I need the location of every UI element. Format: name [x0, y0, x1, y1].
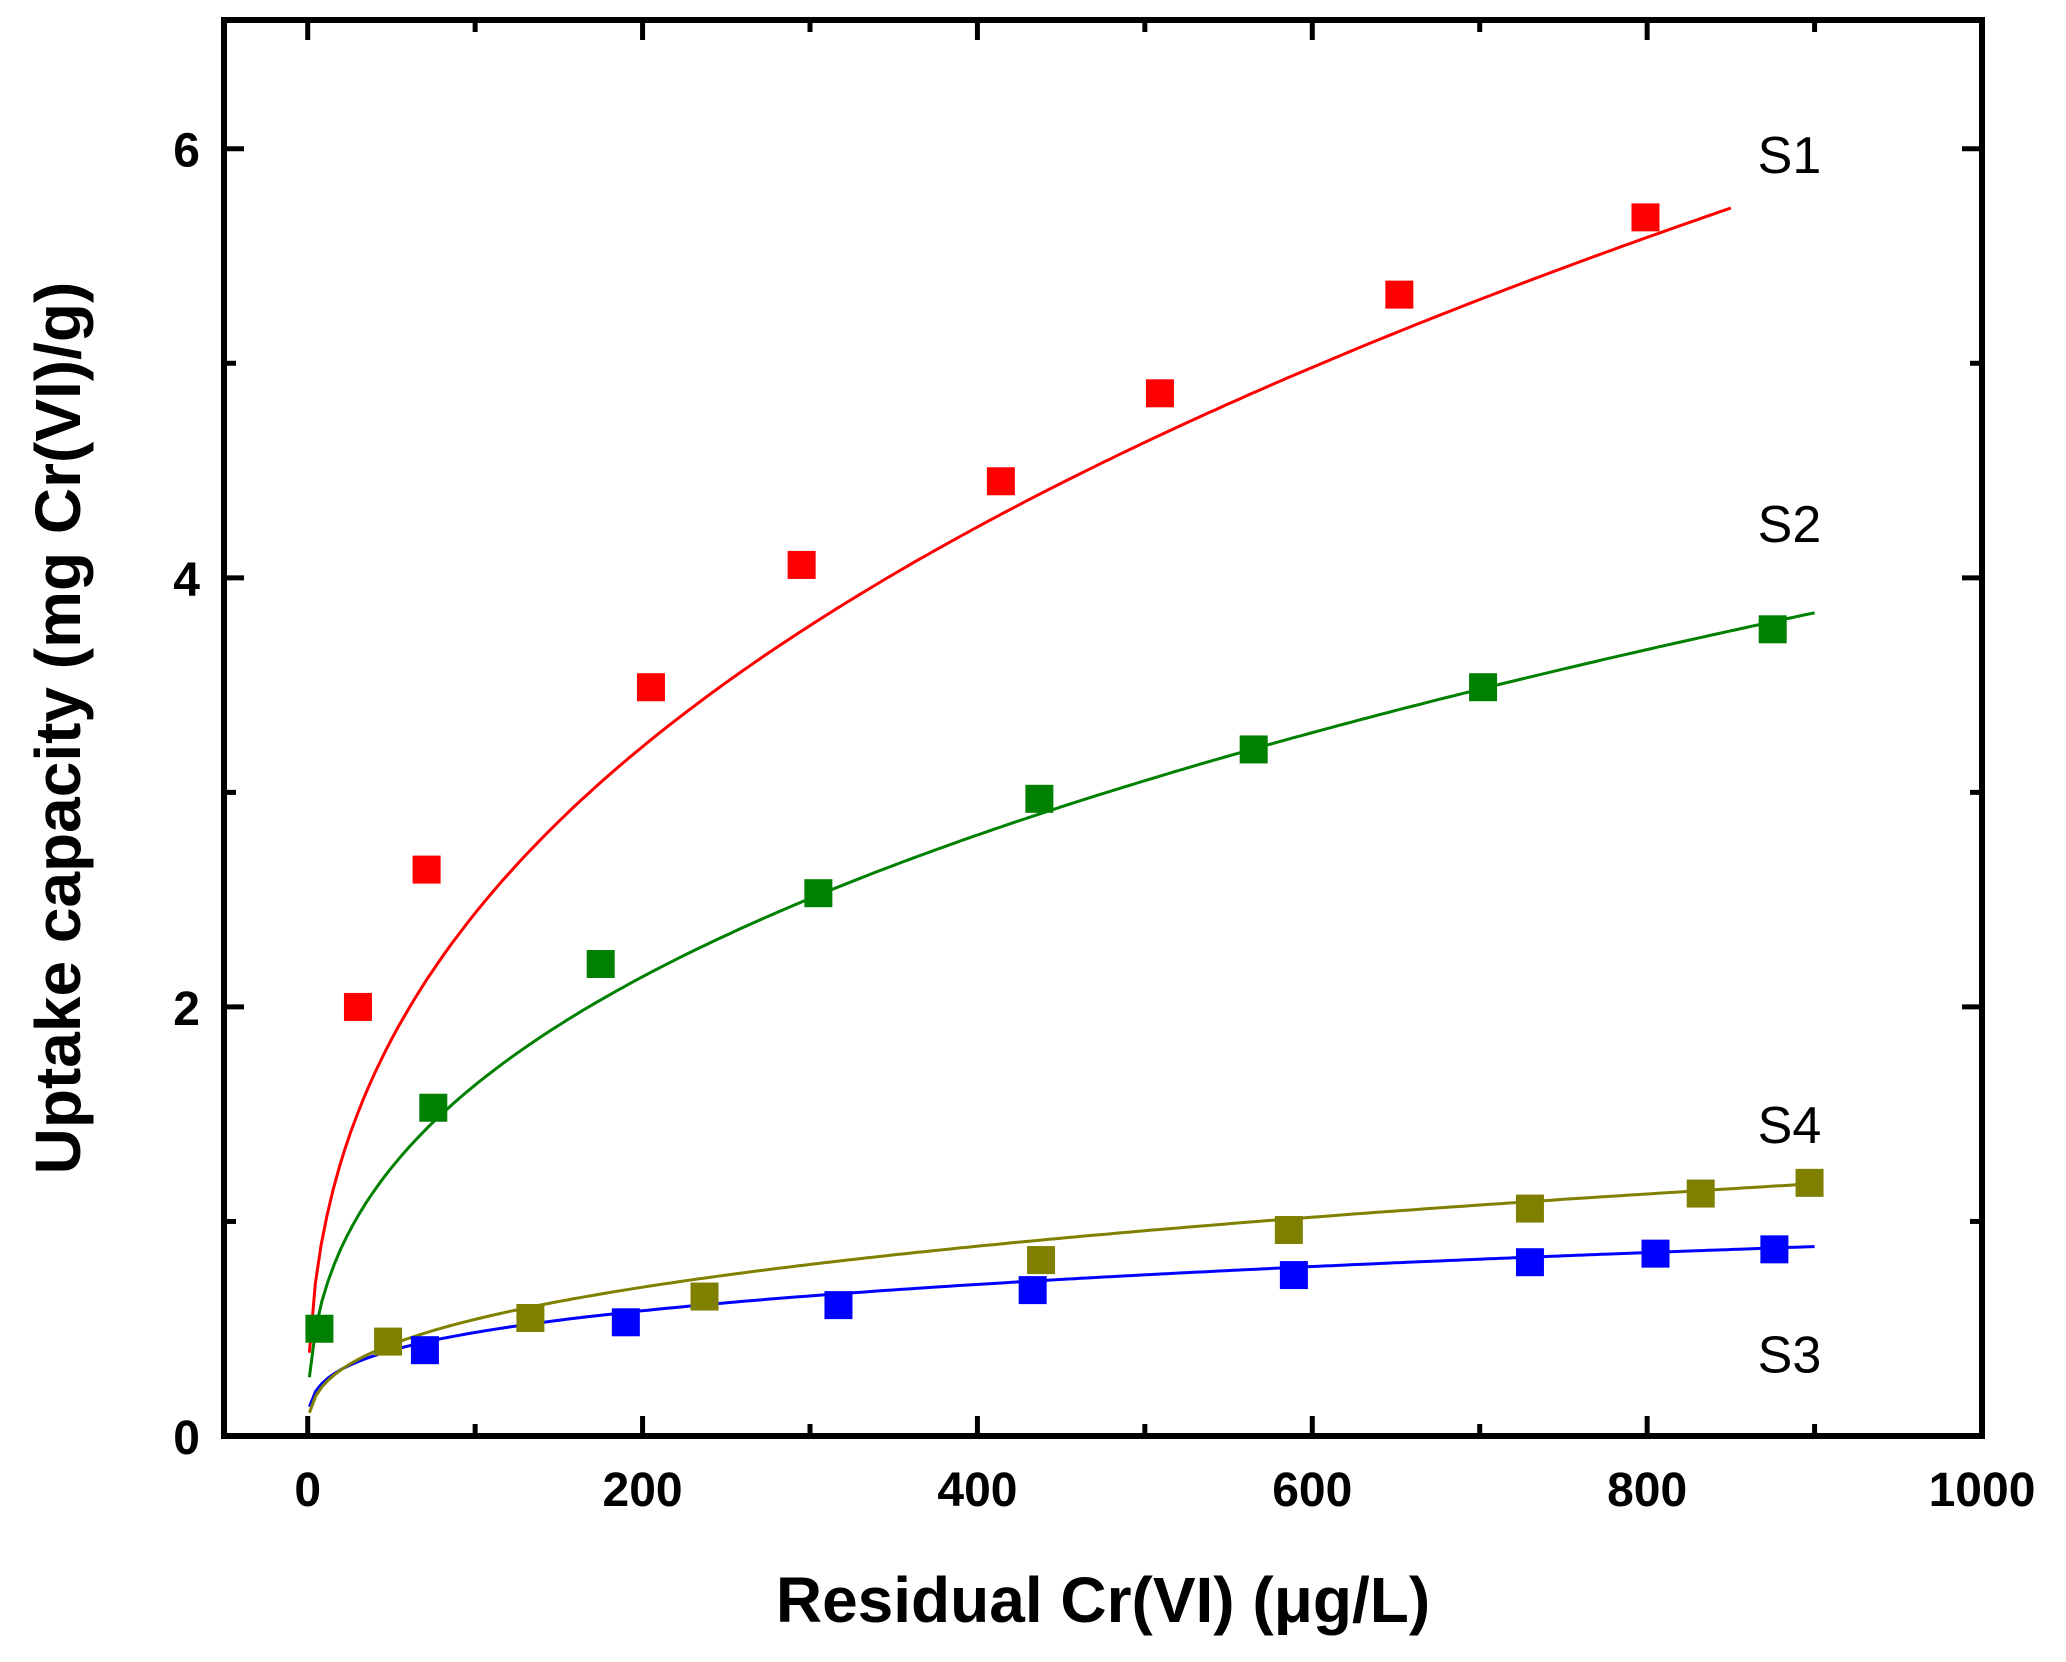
x-tick-label: 600: [1272, 1464, 1352, 1517]
series-label-s3: S3: [1758, 1326, 1822, 1384]
marker-s3: [1018, 1276, 1047, 1305]
marker-s4: [1515, 1194, 1544, 1223]
marker-s4: [1027, 1246, 1056, 1275]
series-annotations: S1 S2 S4 S3: [1758, 127, 1822, 1384]
marker-s3: [1515, 1248, 1544, 1277]
x-tick-label: 0: [294, 1464, 321, 1517]
series-label-s1: S1: [1758, 127, 1822, 185]
marker-s3: [410, 1336, 439, 1365]
marker-s4: [374, 1327, 403, 1356]
fit-curve-s3: [308, 1245, 1815, 1408]
y-tick-label: 0: [173, 1412, 200, 1465]
marker-s1: [1145, 379, 1174, 408]
data-markers: [305, 203, 1824, 1365]
y-axis-label: Uptake capacity (mg Cr(VI)/g): [22, 282, 94, 1175]
marker-s2: [586, 950, 615, 978]
x-tick-label: 1000: [1929, 1464, 2036, 1517]
x-tick-label: 800: [1607, 1464, 1687, 1517]
marker-s1: [1385, 280, 1414, 309]
fit-curve-s2: [307, 611, 1815, 1378]
x-tick-label: 200: [603, 1464, 683, 1517]
marker-s2: [1469, 673, 1498, 702]
marker-s1: [986, 467, 1015, 496]
marker-s4: [1686, 1179, 1715, 1208]
marker-s1: [636, 673, 665, 702]
plot-frame: [221, 17, 1985, 1439]
marker-s4: [1274, 1216, 1303, 1245]
marker-s2: [305, 1314, 334, 1343]
series-label-s4: S4: [1758, 1097, 1822, 1155]
marker-s1: [787, 550, 816, 579]
y-axis-ticks: 0 2 4 6: [173, 125, 1982, 1465]
x-axis-label: Residual Cr(VI) (μg/L): [776, 1564, 1430, 1636]
marker-s3: [611, 1308, 640, 1337]
x-tick-label: 400: [937, 1464, 1017, 1517]
marker-s1: [412, 855, 441, 884]
marker-s2: [804, 879, 833, 908]
marker-s2: [419, 1093, 448, 1122]
marker-s4: [1795, 1168, 1824, 1197]
y-tick-label: 6: [173, 125, 200, 178]
marker-s3: [1641, 1239, 1670, 1268]
fit-curve-s1: [307, 206, 1732, 1353]
marker-s1: [343, 992, 372, 1021]
fit-curves: [307, 206, 1815, 1414]
series-label-s2: S2: [1758, 496, 1822, 554]
y-tick-label: 2: [173, 983, 200, 1036]
marker-s4: [516, 1304, 545, 1332]
marker-s4: [690, 1282, 719, 1311]
marker-s2: [1239, 735, 1268, 764]
marker-s3: [824, 1291, 853, 1320]
marker-s2: [1758, 615, 1787, 644]
marker-s3: [1279, 1261, 1308, 1290]
marker-s1: [1631, 203, 1660, 232]
marker-s3: [1760, 1235, 1789, 1264]
y-tick-label: 4: [173, 554, 200, 607]
fit-curve-s4: [307, 1182, 1815, 1414]
marker-s2: [1025, 784, 1054, 813]
x-axis-ticks: 0 200 400 600 800 1000: [294, 20, 2035, 1517]
